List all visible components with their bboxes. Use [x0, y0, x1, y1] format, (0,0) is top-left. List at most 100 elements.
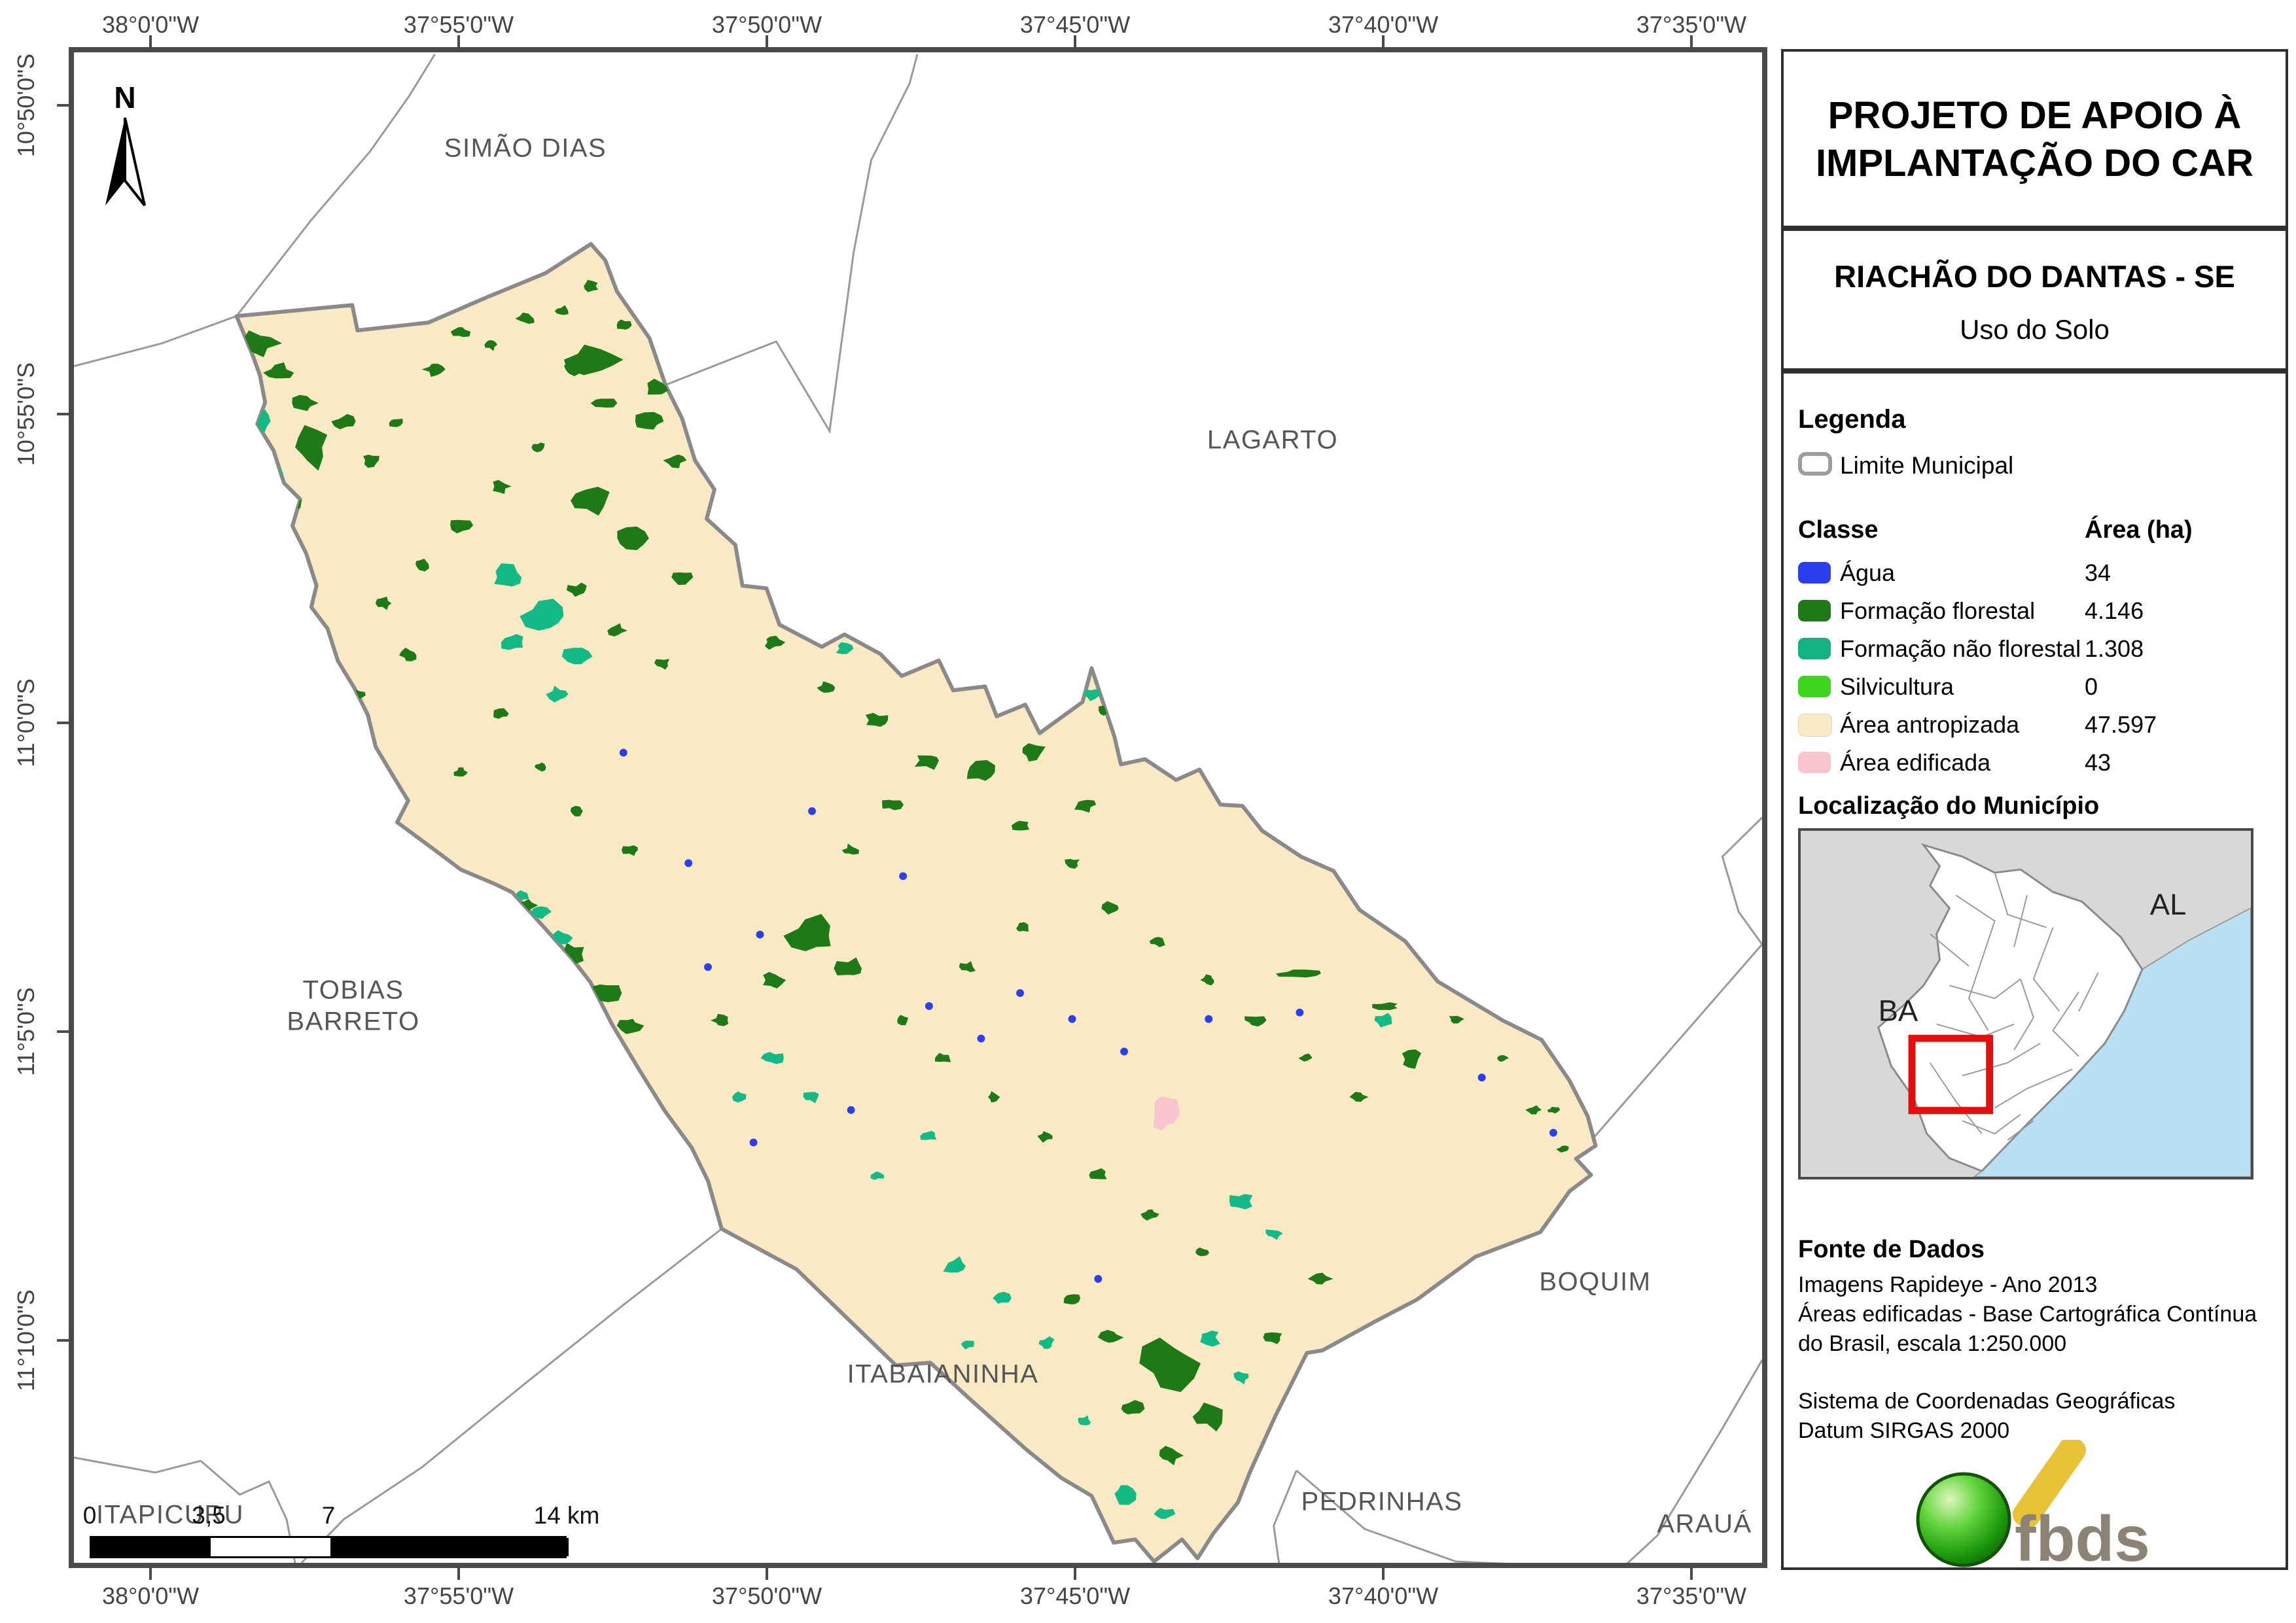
legend-row-silvicultura: Silvicultura 0: [1798, 668, 2269, 706]
forest-patch: [966, 759, 995, 781]
silvicultura-swatch: [1798, 676, 1831, 697]
neighbor-boundary-line: [236, 54, 436, 317]
forest-patch: [1298, 1053, 1313, 1062]
axis-tick: [457, 35, 460, 47]
forest-patch: [236, 330, 282, 358]
forest-patch: [363, 454, 380, 468]
nonforest-patch: [1005, 689, 1023, 702]
forest-patch: [1525, 1105, 1542, 1115]
map-label-pedrinhas: PEDRINHAS: [1301, 1487, 1463, 1516]
inset-label-ba: BA: [1879, 994, 1918, 1028]
axis-label: 37°50'0"W: [711, 1582, 822, 1609]
axis-label: 38°0'0"W: [101, 11, 200, 38]
map-label-itapicuru: ITAPICURU: [96, 1500, 245, 1529]
forest-patch: [450, 326, 471, 338]
water-patch: [1549, 1128, 1557, 1137]
nonforest-patch: [1082, 689, 1103, 702]
forest-patch: [783, 914, 831, 952]
forest-patch: [1275, 969, 1321, 978]
data-source-line: Imagens Rapideye - Ano 2013: [1798, 1272, 2098, 1297]
water-patch: [1477, 1073, 1486, 1082]
nonforest-patch: [961, 650, 1004, 672]
forest-patch: [1371, 1002, 1398, 1011]
class-column-header: Classe: [1798, 516, 1879, 544]
forest-patch: [1244, 1016, 1267, 1027]
axis-label: 37°55'0"W: [403, 11, 514, 38]
project-title-line1: PROJETO DE APOIO À: [1828, 94, 2242, 137]
forest-patch: [1556, 1145, 1569, 1153]
water-patch: [756, 930, 764, 939]
axis-tick: [1382, 1568, 1385, 1580]
forest-patch: [1097, 1329, 1124, 1343]
forest-patch: [1449, 1015, 1464, 1024]
axis-label: 11°0'0"S: [12, 678, 39, 767]
forest-patch: [616, 319, 632, 330]
legend-heading: Legenda: [1798, 405, 1906, 434]
forest-patch: [375, 596, 392, 610]
municipality-highlight-rect: [1908, 1034, 1994, 1114]
map-canvas: SIMÃO DIAS LAGARTO TOBIAS BARRETO BOQUIM ITAB…: [69, 47, 1767, 1568]
legend-row-formacao-nao-florestal: Formação não florestal 1.308: [1798, 630, 2269, 668]
forest-patch: [331, 413, 356, 430]
map-label-tobias: TOBIAS: [302, 975, 404, 1005]
data-source-line: do Brasil, escala 1:250.000: [1798, 1331, 2067, 1356]
forest-patch: [1022, 743, 1046, 762]
forest-patch: [1101, 901, 1119, 915]
forest-patch: [1192, 1402, 1223, 1432]
water-patch: [1120, 1047, 1129, 1056]
nonforest-patch: [1229, 1194, 1253, 1210]
land-use-map: [74, 54, 1762, 1563]
forest-patch: [554, 305, 569, 315]
forest-patch: [1307, 1272, 1333, 1285]
forest-patch: [534, 762, 546, 772]
axis-tick: [1382, 35, 1385, 47]
forest-patch: [1159, 1446, 1184, 1466]
inset-label-al: AL: [2150, 888, 2187, 921]
forest-patch: [959, 961, 976, 973]
forest-patch: [607, 623, 627, 637]
scale-segment: [92, 1538, 211, 1556]
map-type-subtitle: Uso do Solo: [1960, 314, 2110, 345]
data-source-heading: Fonte de Dados: [1798, 1236, 1985, 1263]
forest-patch: [865, 712, 889, 727]
scale-bar: [90, 1536, 569, 1558]
axis-label: 11°5'0"S: [12, 987, 39, 1076]
state-overview-map: BA AL: [1801, 831, 2252, 1178]
legend-label: Silvicultura: [1840, 673, 1954, 700]
neighbor-boundary-line: [1273, 1470, 1298, 1563]
forest-patch: [484, 340, 498, 351]
forest-patch: [1263, 1332, 1282, 1344]
axis-tick: [57, 413, 69, 415]
forest-patch: [1349, 1092, 1369, 1102]
nonforest-patch: [1154, 1507, 1176, 1519]
water-patch: [1094, 1275, 1103, 1283]
legend-label: Formação não florestal: [1840, 635, 2081, 662]
forest-patch: [897, 1015, 909, 1026]
forest-patch: [566, 582, 587, 597]
forest-patch: [834, 957, 862, 976]
neighbor-boundary-line: [1591, 943, 1762, 1140]
nonforest-patch: [870, 1172, 885, 1180]
neighbor-boundary-line: [663, 54, 919, 434]
nonforest-patch: [1374, 1013, 1392, 1028]
forest-patch: [292, 394, 319, 411]
scale-bar-label: 7: [321, 1502, 336, 1529]
axis-label: 10°50'0"S: [12, 53, 39, 158]
axis-tick: [1074, 35, 1076, 47]
area-antropizada-swatch: [1798, 714, 1832, 737]
scale-bar-label: 14 km: [533, 1502, 600, 1529]
water-patch: [847, 1106, 855, 1114]
neighbor-boundary-line: [300, 1228, 722, 1563]
municipality-polygon: [234, 241, 1598, 1563]
forest-patch: [987, 1091, 1000, 1103]
forest-patch: [1011, 820, 1030, 831]
agua-swatch: [1798, 562, 1831, 584]
axis-tick: [57, 1030, 69, 1033]
forest-patch: [663, 454, 687, 468]
neighbor-boundary-line: [1721, 816, 1762, 945]
limite-municipal-swatch: [1798, 452, 1832, 476]
axis-label: 37°50'0"W: [711, 11, 822, 38]
legend-label: Área antropizada: [1840, 711, 2020, 738]
nonforest-patch: [1200, 1330, 1220, 1347]
forest-patch: [1339, 1370, 1354, 1381]
